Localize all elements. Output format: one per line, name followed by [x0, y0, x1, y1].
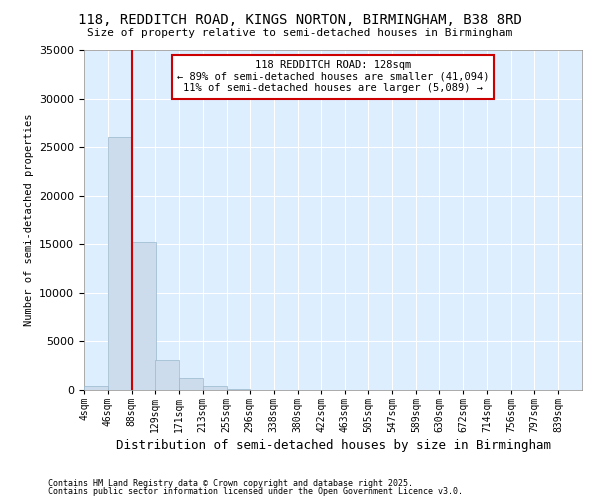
Bar — [155, 360, 179, 390]
Bar — [108, 138, 131, 390]
Text: Contains HM Land Registry data © Crown copyright and database right 2025.: Contains HM Land Registry data © Crown c… — [48, 478, 413, 488]
Bar — [203, 386, 227, 390]
Bar — [179, 378, 203, 390]
Bar — [227, 389, 250, 390]
Bar — [84, 386, 108, 390]
Text: 118 REDDITCH ROAD: 128sqm
← 89% of semi-detached houses are smaller (41,094)
11%: 118 REDDITCH ROAD: 128sqm ← 89% of semi-… — [177, 60, 489, 94]
Text: Size of property relative to semi-detached houses in Birmingham: Size of property relative to semi-detach… — [88, 28, 512, 38]
X-axis label: Distribution of semi-detached houses by size in Birmingham: Distribution of semi-detached houses by … — [115, 439, 551, 452]
Y-axis label: Number of semi-detached properties: Number of semi-detached properties — [23, 114, 34, 326]
Text: 118, REDDITCH ROAD, KINGS NORTON, BIRMINGHAM, B38 8RD: 118, REDDITCH ROAD, KINGS NORTON, BIRMIN… — [78, 12, 522, 26]
Bar — [131, 242, 155, 390]
Text: Contains public sector information licensed under the Open Government Licence v3: Contains public sector information licen… — [48, 487, 463, 496]
